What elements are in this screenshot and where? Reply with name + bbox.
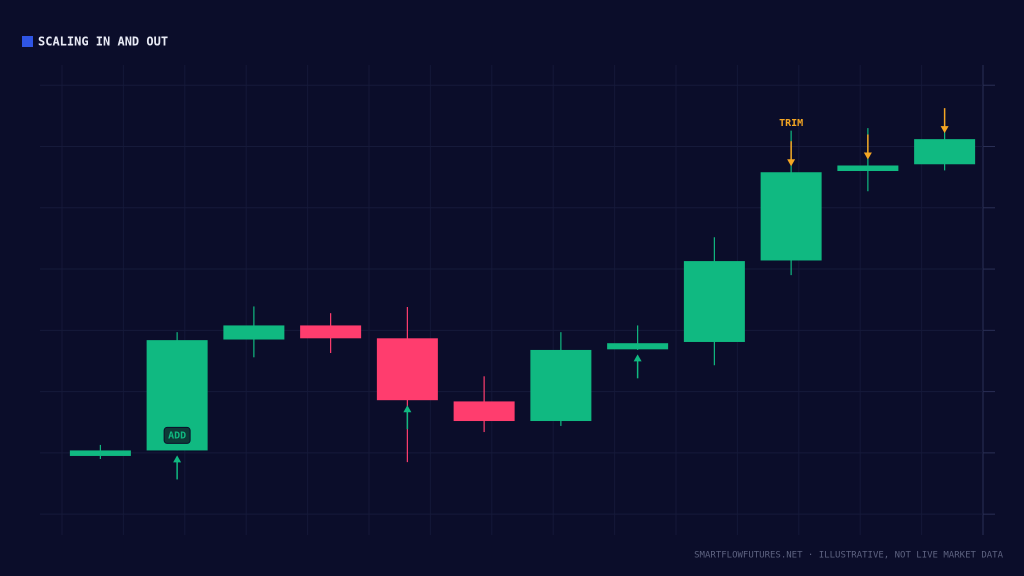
footer: SMARTFLOWFUTURES.NET · ILLUSTRATIVE, NOT… — [694, 551, 1003, 561]
candle-body — [914, 139, 976, 165]
candle-body — [376, 338, 438, 401]
chart-title: SCALING IN AND OUT — [38, 35, 168, 49]
signal-arrowhead — [787, 159, 796, 167]
signal-label-box — [163, 426, 191, 444]
signal-arrowhead — [863, 152, 872, 160]
signal-arrowhead — [173, 455, 182, 463]
candle-body — [69, 450, 131, 456]
signal-label: ADD — [168, 430, 186, 441]
signal-arrowhead — [940, 126, 949, 134]
signal-label: TRIM — [779, 118, 803, 129]
signal-arrowhead — [633, 354, 642, 362]
candle-body — [223, 325, 285, 340]
candle-body — [760, 172, 822, 261]
candle-body — [300, 325, 362, 339]
candle-body — [607, 343, 669, 350]
candle-body — [453, 401, 515, 422]
candle-body — [530, 349, 592, 422]
signal-arrowhead — [403, 405, 412, 413]
title-marker — [22, 36, 33, 47]
candle-body — [683, 261, 745, 342]
candle-body — [837, 165, 899, 172]
